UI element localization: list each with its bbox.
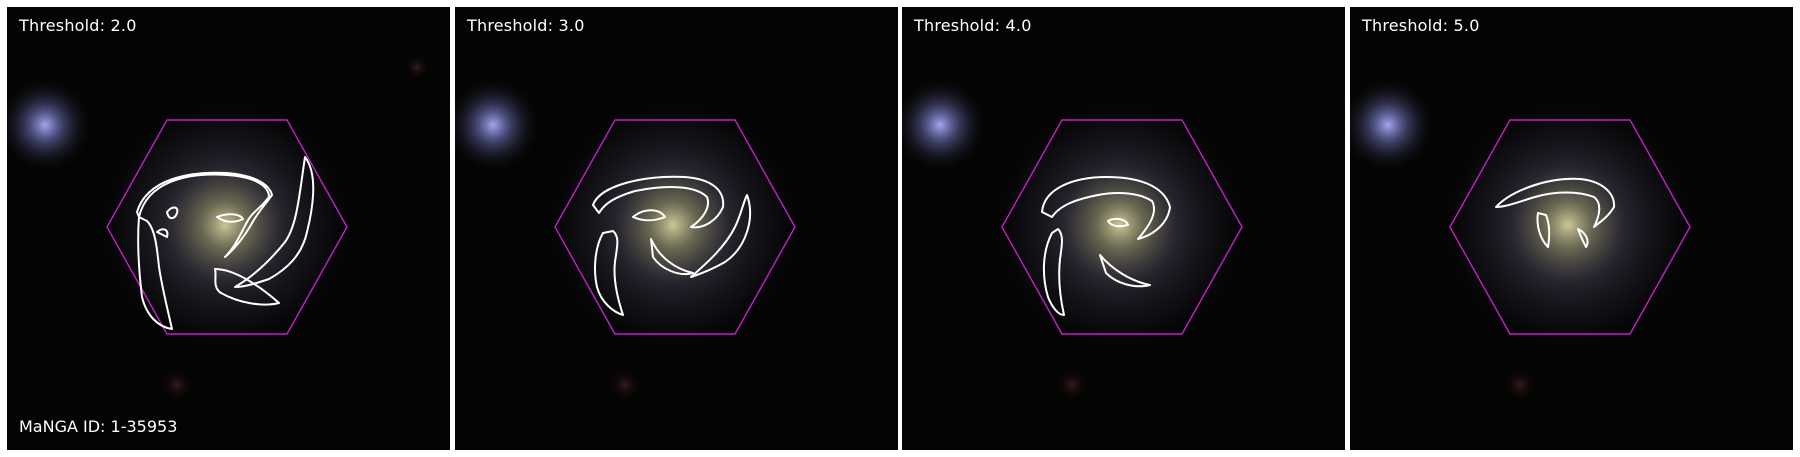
threshold-label: Threshold: 2.0 [19, 16, 137, 35]
spiral-arm-contours [592, 175, 751, 316]
threshold-panel-2: Threshold: 2.0 MaNGA ID: 1-35953 [7, 7, 450, 450]
threshold-label: Threshold: 4.0 [914, 16, 1032, 35]
spiral-arm-contours [1041, 176, 1171, 316]
galaxy-image [455, 7, 898, 450]
manga-id-label: MaNGA ID: 1-35953 [19, 417, 178, 436]
spiral-arm-contours [136, 156, 315, 330]
galaxy-image [902, 7, 1345, 450]
ifu-hexagon [106, 119, 348, 335]
threshold-label: Threshold: 3.0 [467, 16, 585, 35]
spiral-arm-contours [1495, 177, 1616, 248]
galaxy-image [1350, 7, 1793, 450]
threshold-panel-4: Threshold: 4.0 [902, 7, 1345, 450]
ifu-hexagon [1449, 119, 1691, 335]
ifu-hexagon [1001, 119, 1243, 335]
ifu-hexagon [554, 119, 796, 335]
threshold-panel-3: Threshold: 3.0 [455, 7, 898, 450]
threshold-label: Threshold: 5.0 [1362, 16, 1480, 35]
galaxy-image [7, 7, 450, 450]
threshold-panel-5: Threshold: 5.0 [1350, 7, 1793, 450]
